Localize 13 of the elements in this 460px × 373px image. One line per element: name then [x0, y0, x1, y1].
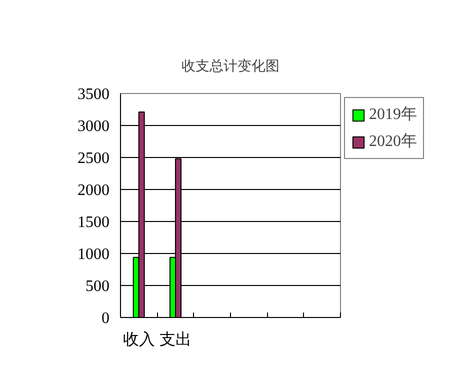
legend-label: 2019年 [369, 105, 417, 125]
y-tick-label: 2000 [78, 182, 110, 199]
y-tick-label: 2500 [78, 150, 110, 167]
y-tick-label: 3500 [78, 86, 110, 103]
y-tick-label: 0 [102, 310, 110, 327]
y-tick-label: 1000 [78, 246, 110, 263]
y-tick-label: 1500 [78, 214, 110, 231]
y-tick-label: 3000 [78, 118, 110, 135]
chart-title: 收支总计变化图 [182, 58, 280, 74]
x-tick-label: 收入 [122, 330, 155, 348]
legend-label: 2020年 [369, 132, 417, 152]
x-tick-label: 支出 [160, 330, 192, 348]
y-tick-label: 500 [86, 278, 110, 295]
